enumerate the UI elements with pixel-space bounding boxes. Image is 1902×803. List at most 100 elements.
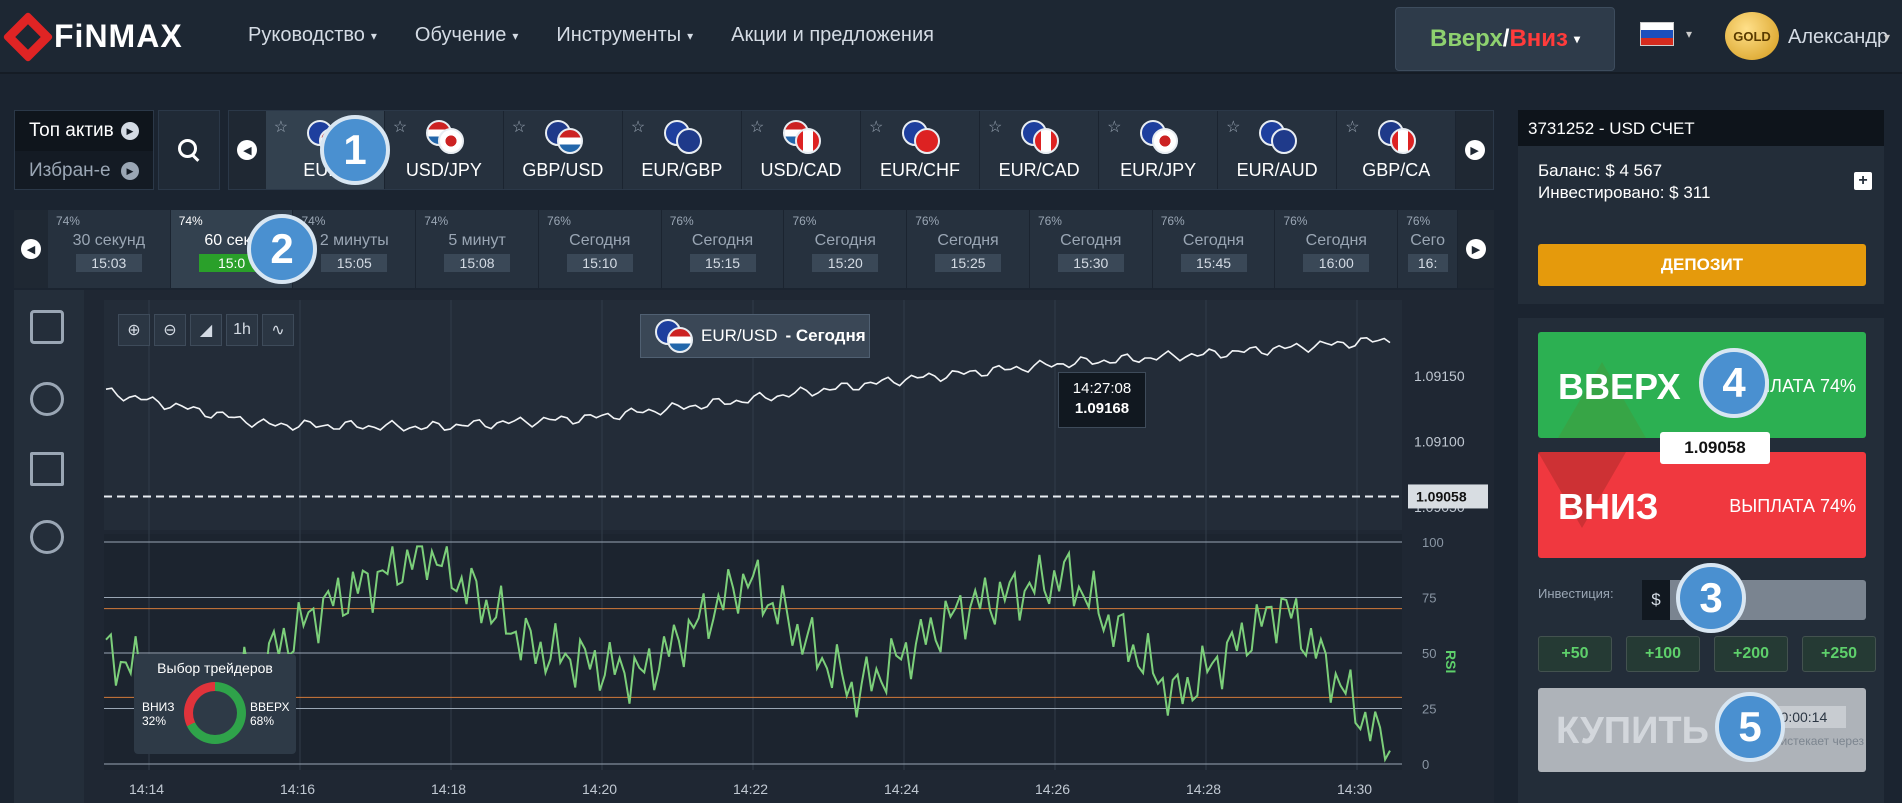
rsi-axis-label: 50 <box>1422 646 1436 661</box>
expiry-option[interactable]: 76% Сегодня 15:10 <box>539 210 662 288</box>
currency-symbol: $ <box>1642 580 1670 620</box>
assets-next-button[interactable]: ▶ <box>1456 111 1493 189</box>
user-name[interactable]: Александр <box>1788 26 1889 48</box>
star-icon[interactable]: ☆ <box>988 119 1003 136</box>
time-axis-label: 14:24 <box>884 781 919 797</box>
rsi-axis-label: 100 <box>1422 535 1444 550</box>
chevron-left-icon: ◀ <box>20 239 41 259</box>
asset-gbp-usd[interactable]: ☆ GBP/USD <box>504 111 623 189</box>
currency-flags-icon <box>543 120 583 156</box>
nav-tools[interactable]: Инструменты ▾ <box>556 24 694 46</box>
logo-icon <box>2 11 54 62</box>
expiry-option[interactable]: 74% 30 секунд 15:03 <box>48 210 171 288</box>
currency-flags-icon <box>1138 120 1179 156</box>
asset-gbp-cad[interactable]: ☆ GBP/CA <box>1337 111 1457 189</box>
asset-strip: ◀ ☆ EUR/ ☆ USD/JPY ☆ GBP/USD ☆ EUR/GBP ☆ USD/… <box>228 110 1494 190</box>
asset-usd-cad[interactable]: ☆ USD/CAD <box>742 111 861 189</box>
star-icon[interactable]: ☆ <box>869 119 884 136</box>
expiry-prev-button[interactable]: ◀ <box>14 210 48 288</box>
buy-button[interactable]: КУПИТЬ 00:00:14 истекает через <box>1538 688 1866 772</box>
expiry-option[interactable]: 76% Сегодня 16:00 <box>1275 210 1399 288</box>
nav-learning[interactable]: Обучение ▾ <box>414 24 519 46</box>
chevron-right-icon: ▶ <box>1466 239 1487 259</box>
star-icon[interactable]: ☆ <box>273 119 289 136</box>
invested-text: Инвестировано: $ 311 <box>1538 183 1711 202</box>
add-50-button[interactable]: +50 <box>1538 636 1612 672</box>
russian-flag-icon[interactable] <box>1640 22 1674 46</box>
rsi-axis-label: 0 <box>1422 757 1429 772</box>
chevron-right-icon: ▶ <box>1464 140 1485 160</box>
time-axis-label: 14:16 <box>280 781 315 797</box>
callout-1: 1 <box>320 115 390 185</box>
star-icon[interactable]: ☆ <box>1345 119 1360 136</box>
gold-status-badge: GOLD <box>1725 12 1779 60</box>
play-icon: ▶ <box>121 122 139 140</box>
asset-eur-jpy[interactable]: ☆ EUR/JPY <box>1099 111 1219 189</box>
chevron-down-icon[interactable]: ▾ <box>1686 27 1693 41</box>
add-250-button[interactable]: +250 <box>1802 636 1876 672</box>
rsi-series-line <box>105 545 1391 763</box>
asset-usd-jpy[interactable]: ☆ USD/JPY <box>385 111 504 189</box>
nav-promotions[interactable]: Акции и предложения <box>731 24 934 46</box>
callout-2: 2 <box>247 214 317 284</box>
star-icon[interactable]: ☆ <box>511 119 527 136</box>
arrow-up-icon <box>1558 362 1646 438</box>
expiry-option[interactable]: 76% Сегодня 15:30 <box>1030 210 1153 288</box>
asset-eur-cad[interactable]: ☆ EUR/CAD <box>980 111 1100 189</box>
analytics-icon[interactable] <box>30 452 64 486</box>
time-axis-label: 14:26 <box>1035 781 1070 797</box>
expiry-next-button[interactable]: ▶ <box>1458 210 1494 288</box>
chevron-down-icon: ▾ <box>687 28 694 43</box>
add-100-button[interactable]: +100 <box>1626 636 1700 672</box>
expiry-option[interactable]: 76% Сего 16: <box>1398 210 1459 288</box>
expiry-option[interactable]: 76% Сегодня 15:45 <box>1153 210 1276 288</box>
tab-favorites[interactable]: Избран-е ▶ <box>15 151 153 191</box>
currency-flags-icon <box>900 120 941 156</box>
star-icon[interactable]: ☆ <box>1226 119 1241 136</box>
account-header[interactable]: 3731252 - USD СЧЕТ <box>1518 110 1884 146</box>
nav-guide[interactable]: Руководство ▾ <box>248 24 377 46</box>
expiry-option[interactable]: 76% Сегодня 15:20 <box>784 210 908 288</box>
star-icon[interactable]: ☆ <box>630 119 646 136</box>
expiry-option[interactable]: 74% 5 минут 15:08 <box>416 210 539 288</box>
star-icon[interactable]: ☆ <box>1107 119 1122 136</box>
chart-pair-badge[interactable]: EUR/USD - Сегодня <box>640 314 870 358</box>
star-icon[interactable]: ☆ <box>749 119 765 136</box>
clock-history-icon[interactable] <box>30 382 64 416</box>
assets-prev-button[interactable]: ◀ <box>229 111 266 189</box>
add-funds-icon[interactable]: + <box>1854 172 1872 190</box>
chevron-down-icon: ▾ <box>512 28 519 43</box>
asset-eur-chf[interactable]: ☆ EUR/CHF <box>861 111 981 189</box>
rsi-label: RSI <box>1443 650 1459 673</box>
asset-eur-aud[interactable]: ☆ EUR/AUD <box>1218 111 1338 189</box>
zoom-out-icon[interactable]: ⊖ <box>154 314 186 346</box>
trade-mode-dropdown[interactable]: Вверх / Вниз ▾ <box>1395 7 1615 71</box>
timeframe-button[interactable]: 1h <box>226 314 258 346</box>
time-axis-label: 14:18 <box>431 781 466 797</box>
play-circle-icon[interactable] <box>30 520 64 554</box>
add-200-button[interactable]: +200 <box>1714 636 1788 672</box>
price-axis-label: 1.09150 <box>1414 368 1465 384</box>
chevron-down-icon[interactable]: ▾ <box>1884 30 1891 44</box>
zoom-in-icon[interactable]: ⊕ <box>118 314 150 346</box>
expiry-option[interactable]: 76% Сегодня 15:15 <box>662 210 785 288</box>
deposit-button[interactable]: ДЕПОЗИТ <box>1538 244 1866 286</box>
expiry-option[interactable]: 76% Сегодня 15:25 <box>907 210 1030 288</box>
price-axis-label: 1.09100 <box>1414 434 1465 450</box>
star-icon[interactable]: ☆ <box>392 119 408 136</box>
asset-eur-gbp[interactable]: ☆ EUR/GBP <box>623 111 742 189</box>
put-down-button[interactable]: ВНИЗ ВЫПЛАТА 74% <box>1538 452 1866 558</box>
top-navigation-bar: FiNMAX Руководство ▾ Обучение ▾ Инструмент… <box>0 0 1902 74</box>
tab-top-assets[interactable]: Топ актив ▶ <box>15 111 153 151</box>
time-axis-label: 14:28 <box>1186 781 1221 797</box>
indicator-icon[interactable]: ∿ <box>262 314 294 346</box>
amount-increment-row: +50 +100 +200 +250 <box>1538 636 1876 672</box>
logo-text: FiNMAX <box>54 18 183 54</box>
asset-search-button[interactable] <box>158 110 220 190</box>
chart-type-icon[interactable]: ◢ <box>190 314 222 346</box>
currency-flags-icon <box>653 319 693 353</box>
coins-icon[interactable] <box>30 310 64 344</box>
play-icon: ▶ <box>121 162 139 180</box>
finmax-logo[interactable]: FiNMAX <box>2 11 183 62</box>
expiry-option[interactable]: 74% 2 минуты 15:05 <box>293 210 417 288</box>
